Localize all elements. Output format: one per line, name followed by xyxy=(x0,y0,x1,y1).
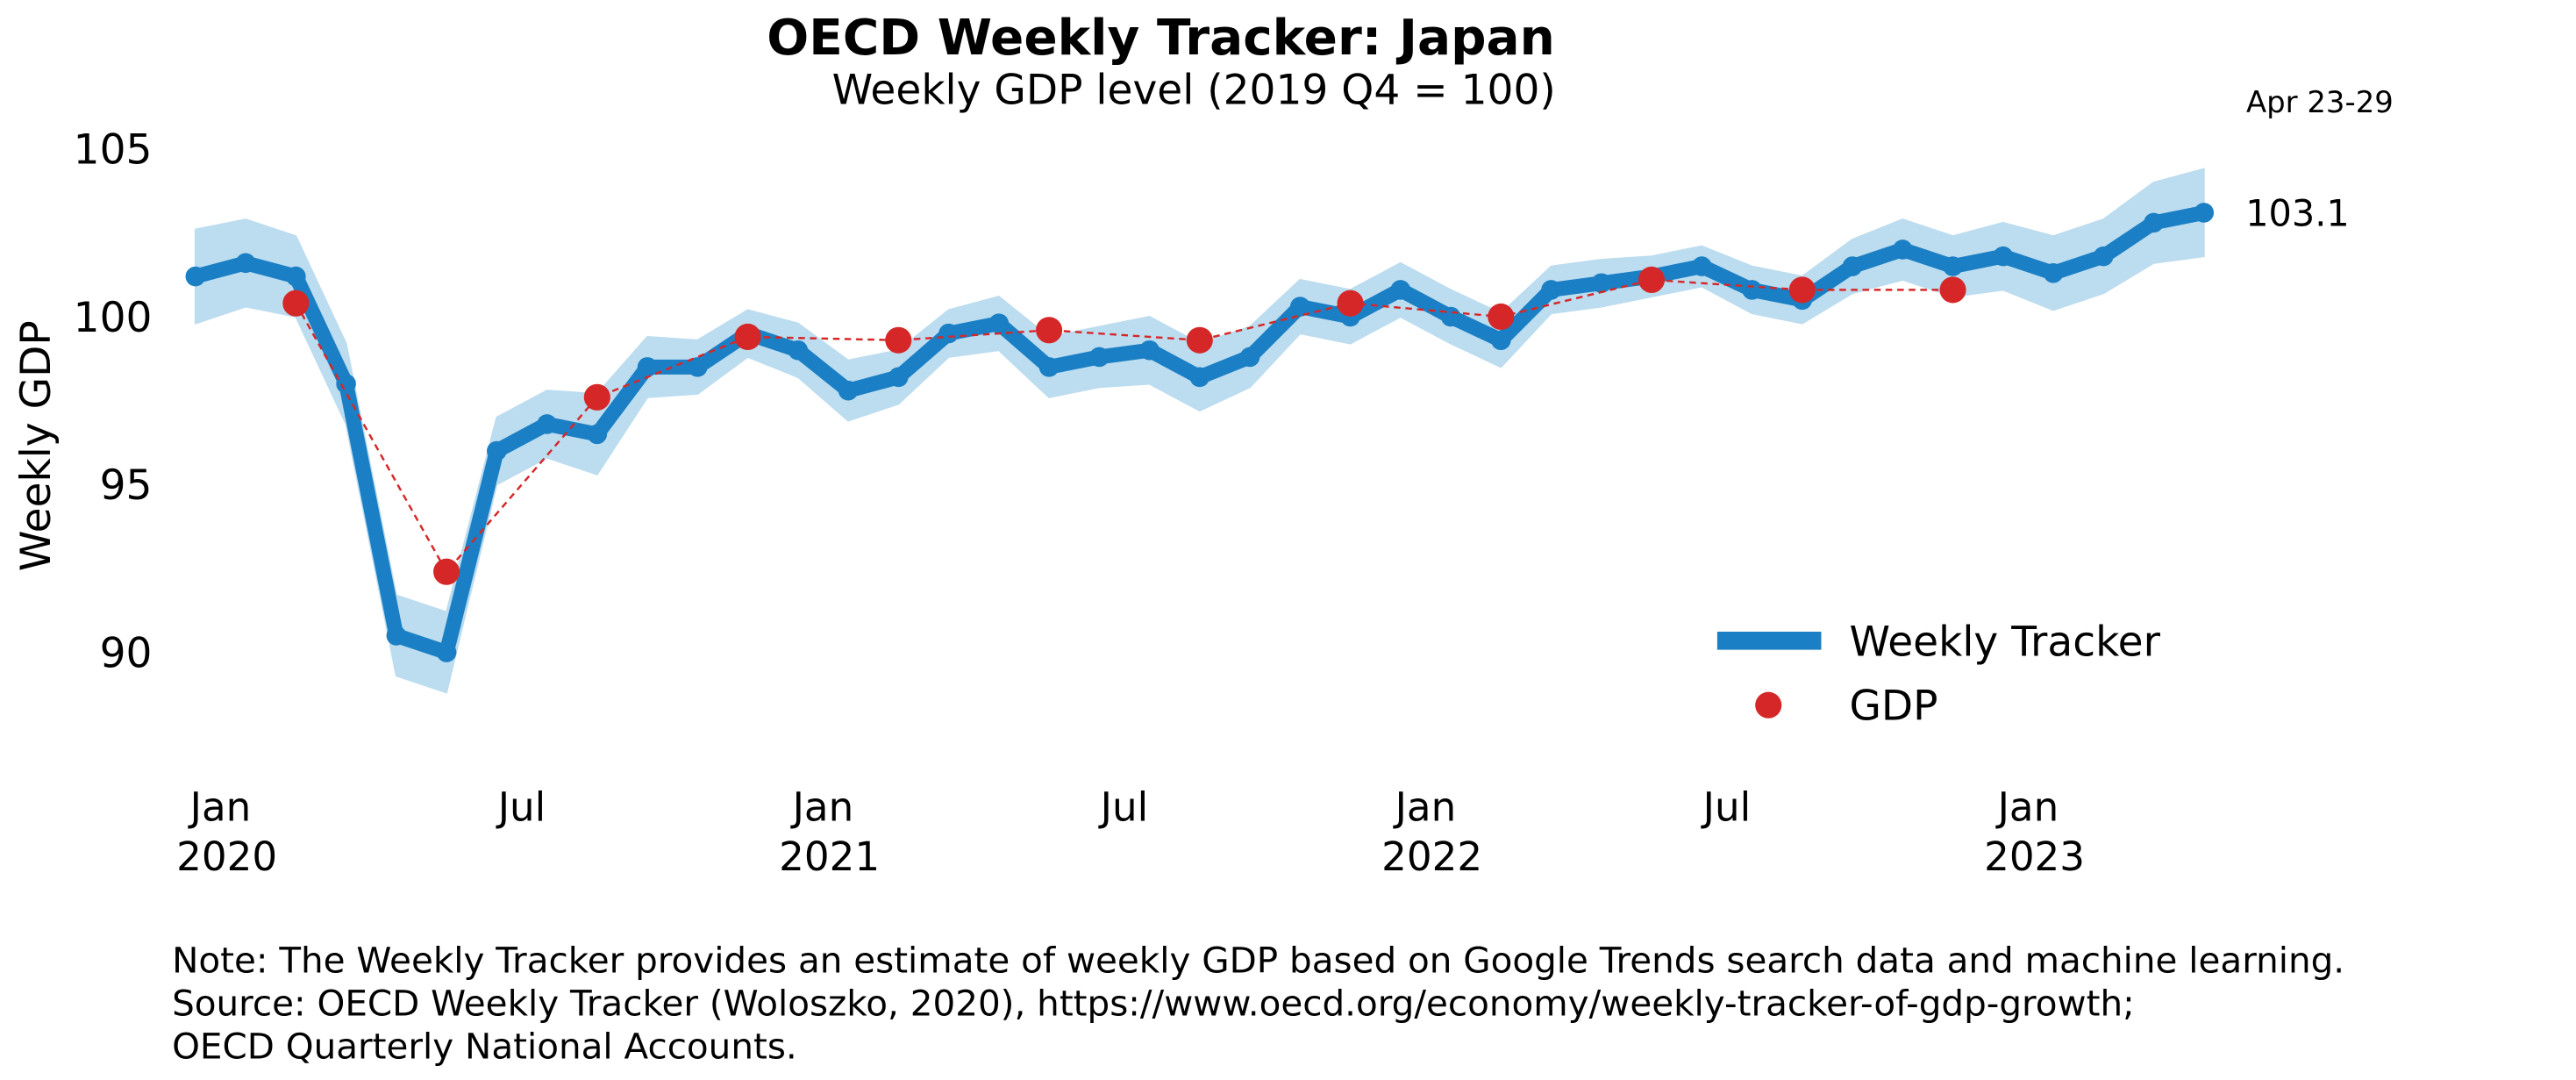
tracker-point xyxy=(888,367,909,388)
tracker-point xyxy=(988,313,1010,333)
tracker-point xyxy=(2093,246,2114,267)
tracker-point xyxy=(436,642,457,662)
tracker-point xyxy=(688,357,708,377)
tracker-point xyxy=(386,626,407,646)
gdp-line xyxy=(295,278,1953,574)
legend-swatch xyxy=(1755,691,1782,719)
gdp-point xyxy=(433,558,460,585)
tracker-point xyxy=(2043,262,2064,283)
gdp-point xyxy=(1488,303,1515,331)
tracker-point xyxy=(788,340,809,361)
tracker-point xyxy=(1290,297,1310,317)
tracker-point xyxy=(1490,330,1511,351)
y-tick-label: 100 xyxy=(74,294,153,342)
tracker-point xyxy=(235,253,256,274)
y-tick-label: 95 xyxy=(100,461,153,510)
x-tick-label: Jul xyxy=(496,783,546,830)
tracker-point xyxy=(1943,256,1963,276)
tracker-point xyxy=(1390,280,1411,300)
tracker-point xyxy=(1089,347,1110,368)
y-tick-label: 105 xyxy=(74,126,153,175)
y-axis-label: Weekly GDP xyxy=(12,320,61,571)
tracker-point xyxy=(537,414,557,434)
tracker-point xyxy=(2144,212,2164,233)
tracker-point xyxy=(1691,256,1712,276)
gdp-point xyxy=(282,290,310,317)
x-tick-label: Jan 2023 xyxy=(1972,783,2085,879)
tracker-point xyxy=(1742,280,1762,300)
tracker-point xyxy=(185,266,206,287)
tracker-point xyxy=(1842,256,1863,276)
tracker-point xyxy=(1189,367,1210,388)
x-tick-label: Jan 2022 xyxy=(1369,783,1482,879)
tracker-point xyxy=(838,380,859,401)
gdp-point xyxy=(1186,326,1213,354)
gdp-point xyxy=(583,383,610,411)
x-tick-label: Jul xyxy=(1098,783,1148,830)
note: Note: The Weekly Tracker provides an est… xyxy=(172,940,2344,982)
tracker-point xyxy=(286,266,306,287)
gdp-point xyxy=(885,326,912,354)
x-tick-label: Jul xyxy=(1701,783,1751,830)
tracker-point xyxy=(637,357,658,377)
tracker-point xyxy=(1541,280,1561,300)
last-value-label: 103.1 xyxy=(2245,192,2350,234)
gdp-point xyxy=(1035,317,1063,344)
chart-subtitle: Weekly GDP level (2019 Q4 = 100) xyxy=(832,67,1556,115)
y-tick-label: 90 xyxy=(100,629,153,677)
tracker-point xyxy=(336,374,356,394)
gdp-point xyxy=(734,323,761,350)
legend-label: Weekly Tracker xyxy=(1849,618,2160,666)
gdp-point xyxy=(1939,276,1966,304)
gdp-point xyxy=(1788,276,1816,304)
tracker-point xyxy=(2194,203,2215,223)
tracker-point xyxy=(487,440,507,461)
note: OECD Quarterly National Accounts. xyxy=(172,1026,797,1068)
tracker-point xyxy=(1892,240,1913,260)
legend-label: GDP xyxy=(1849,683,1937,731)
annotation: Apr 23-29 xyxy=(2246,85,2394,119)
tracker-point xyxy=(1993,246,2014,267)
x-tick-label: Jan 2021 xyxy=(767,783,880,879)
tracker-point xyxy=(1239,347,1260,368)
tracker-point xyxy=(1139,340,1160,361)
gdp-point xyxy=(1638,266,1666,293)
gdp-point xyxy=(1337,290,1364,317)
chart-title: OECD Weekly Tracker: Japan xyxy=(767,10,1555,67)
tracker-point xyxy=(1440,306,1461,327)
note: Source: OECD Weekly Tracker (Woloszko, 2… xyxy=(172,983,2135,1025)
tracker-point xyxy=(938,323,959,344)
tracker-point xyxy=(587,424,608,445)
x-tick-label: Jan 2020 xyxy=(164,783,277,879)
tracker-point xyxy=(1038,357,1060,377)
tracker-point xyxy=(1591,273,1612,294)
